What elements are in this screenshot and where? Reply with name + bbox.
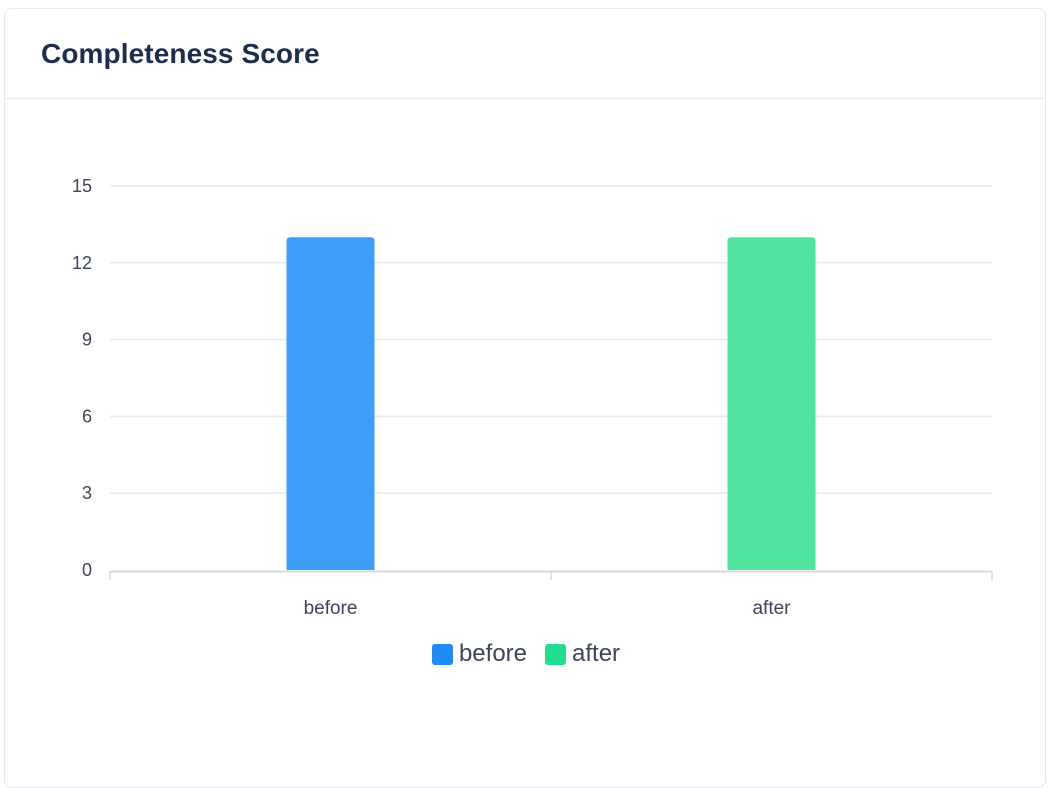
legend-label-before: before [458,640,528,667]
card-title: Completeness Score [41,37,320,69]
legend-label-after: after [572,640,621,667]
bars [286,237,816,570]
legend-item-before[interactable]: before [431,640,528,668]
y-axis-ticks: 0 3 6 9 12 15 [72,176,92,580]
y-tick-label-0: 0 [82,560,92,580]
legend-swatch-before [431,643,453,665]
y-tick-label-3: 3 [82,483,92,503]
y-tick-label-9: 9 [82,330,92,350]
grid-lines [110,185,992,494]
y-tick-label-15: 15 [72,176,92,196]
legend-swatch-after [545,643,567,665]
chart-legend: before after [0,640,1052,668]
x-tick-label-after: after [752,598,791,619]
bar-after[interactable] [727,237,816,570]
card-header: Completeness Score [5,9,1045,99]
chart-card: Completeness Score [4,8,1046,788]
x-axis [109,570,993,580]
bar-chart: 0 3 6 9 12 15 before after [72,176,993,619]
y-tick-label-6: 6 [82,406,92,426]
legend-item-after[interactable]: after [545,640,620,668]
y-tick-label-12: 12 [72,253,92,273]
x-axis-labels: before after [304,598,792,619]
x-tick-label-before: before [304,598,358,619]
bar-before[interactable] [286,237,375,570]
